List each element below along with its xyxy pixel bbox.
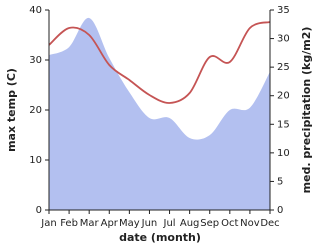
y2-tick-label: 0 (277, 205, 283, 216)
x-tick-label: Jun (141, 218, 158, 229)
x-tick-label: May (119, 218, 140, 229)
y-tick-label: 30 (29, 55, 42, 66)
x-tick-label: Apr (101, 218, 119, 229)
x-tick-label: Jul (163, 218, 176, 229)
x-tick-label: Sep (200, 218, 219, 229)
y2-tick-label: 30 (277, 34, 290, 45)
x-tick-label: Jan (40, 218, 56, 229)
y2-tick-label: 10 (277, 148, 290, 159)
precipitation-area (49, 17, 270, 211)
y-tick-label: 10 (29, 155, 42, 166)
temperature-line (48, 21, 271, 104)
y-axis-title: max temp (C) (5, 68, 18, 152)
x-tick-label: Dec (260, 218, 279, 229)
x-axis-title: date (month) (119, 231, 201, 244)
x-tick-label: Aug (180, 218, 200, 229)
y-tick-label: 40 (29, 5, 42, 16)
y2-tick-label: 5 (277, 176, 283, 187)
x-tick-label: Mar (80, 218, 100, 229)
y2-axis-title: med. precipitation (kg/m2) (300, 27, 313, 194)
y-tick-label: 20 (29, 105, 42, 116)
y2-tick-label: 25 (277, 62, 290, 73)
x-tick-label: Feb (60, 218, 78, 229)
y2-tick-label: 20 (277, 91, 290, 102)
x-tick-label: Oct (221, 218, 238, 229)
y2-tick-label: 35 (277, 5, 290, 16)
x-tick-label: Nov (240, 218, 260, 229)
y2-tick-label: 15 (277, 119, 290, 130)
y-tick-label: 0 (36, 205, 42, 216)
